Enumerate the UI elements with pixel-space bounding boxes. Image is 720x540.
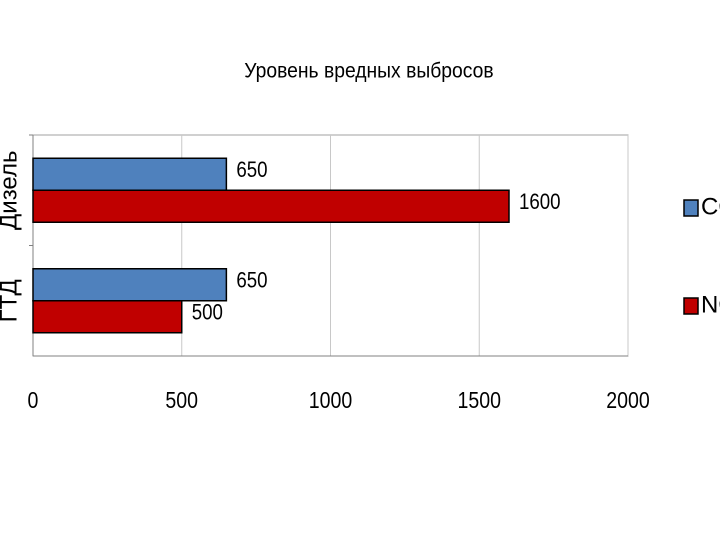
x-tick-label: 500 [165, 388, 198, 414]
data-label: 650 [236, 159, 267, 183]
y-tick-label: ГТД [0, 279, 22, 322]
legend-label: CO [701, 193, 720, 220]
x-tick-label: 1500 [458, 388, 502, 414]
chart-title: Уровень вредных выбросов [244, 60, 493, 83]
bar [32, 157, 228, 191]
data-label: 500 [192, 301, 223, 325]
x-tick-label: 0 [28, 388, 39, 414]
legend-swatch [683, 297, 699, 315]
y-tick-label: Дизель [0, 151, 22, 230]
legend-label: NO [701, 291, 720, 318]
data-label: 1600 [519, 191, 561, 215]
x-tick-label: 1000 [309, 388, 353, 414]
data-label: 650 [236, 269, 267, 293]
bar [32, 300, 183, 334]
bar [32, 268, 228, 302]
x-tick-label: 2000 [606, 388, 650, 414]
bar [32, 189, 510, 223]
legend-swatch [683, 199, 699, 217]
